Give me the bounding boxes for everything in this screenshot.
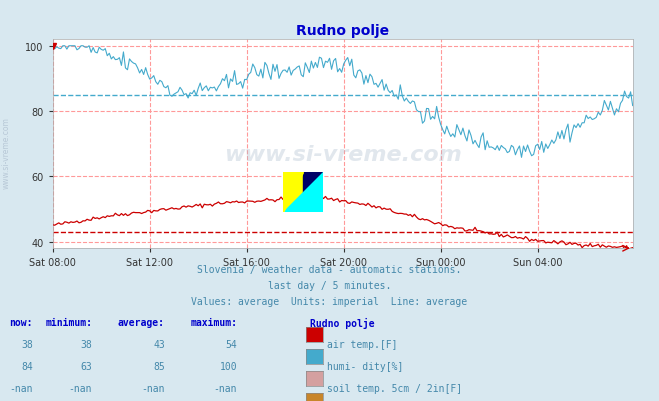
Text: air temp.[F]: air temp.[F] <box>327 339 397 349</box>
Text: 54: 54 <box>225 339 237 349</box>
Text: www.si-vreme.com: www.si-vreme.com <box>2 117 11 188</box>
Text: 85: 85 <box>153 361 165 371</box>
Title: Rudno polje: Rudno polje <box>296 24 389 38</box>
Text: last day / 5 minutes.: last day / 5 minutes. <box>268 281 391 291</box>
Text: Slovenia / weather data - automatic stations.: Slovenia / weather data - automatic stat… <box>197 265 462 275</box>
Text: -nan: -nan <box>69 383 92 393</box>
Text: 63: 63 <box>80 361 92 371</box>
Text: Rudno polje: Rudno polje <box>310 317 374 328</box>
Polygon shape <box>283 172 323 213</box>
Text: average:: average: <box>118 317 165 327</box>
Text: 100: 100 <box>219 361 237 371</box>
Text: www.si-vreme.com: www.si-vreme.com <box>224 145 461 165</box>
Text: Values: average  Units: imperial  Line: average: Values: average Units: imperial Line: av… <box>191 297 468 307</box>
Text: 43: 43 <box>153 339 165 349</box>
Polygon shape <box>283 172 303 213</box>
Text: now:: now: <box>9 317 33 327</box>
Text: minimum:: minimum: <box>45 317 92 327</box>
Text: humi- dity[%]: humi- dity[%] <box>327 361 403 371</box>
Text: -nan: -nan <box>214 383 237 393</box>
Text: maximum:: maximum: <box>190 317 237 327</box>
Bar <box>303 172 323 213</box>
Text: 84: 84 <box>21 361 33 371</box>
Text: 38: 38 <box>21 339 33 349</box>
Text: -nan: -nan <box>141 383 165 393</box>
Text: 38: 38 <box>80 339 92 349</box>
Text: soil temp. 5cm / 2in[F]: soil temp. 5cm / 2in[F] <box>327 383 462 393</box>
Bar <box>283 172 303 213</box>
Text: -nan: -nan <box>9 383 33 393</box>
